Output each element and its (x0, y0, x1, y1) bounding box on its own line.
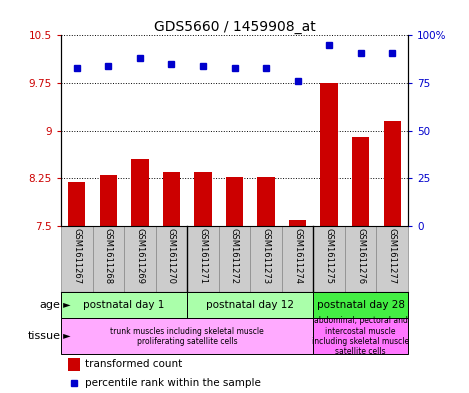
Text: transformed count: transformed count (85, 359, 182, 369)
Bar (219, 226, 250, 292)
Bar (92, 226, 124, 292)
Text: GSM1611273: GSM1611273 (262, 228, 271, 284)
Text: percentile rank within the sample: percentile rank within the sample (85, 378, 261, 388)
Bar (345, 226, 377, 292)
Text: postnatal day 12: postnatal day 12 (206, 300, 294, 310)
Bar (352, 137, 370, 226)
Bar (124, 226, 156, 292)
Bar (156, 226, 187, 292)
Bar (163, 172, 180, 226)
Text: abdominal, pectoral and
intercostal muscle
including skeletal muscle
satellite c: abdominal, pectoral and intercostal musc… (312, 316, 409, 356)
Bar (384, 121, 401, 226)
Text: ►: ► (61, 300, 71, 310)
Bar (377, 226, 408, 292)
Bar (226, 176, 243, 226)
Text: GSM1611276: GSM1611276 (356, 228, 365, 284)
Text: age: age (39, 300, 61, 310)
Bar (257, 177, 275, 226)
Bar (99, 175, 117, 226)
Bar (250, 226, 282, 292)
Text: GSM1611272: GSM1611272 (230, 228, 239, 284)
Bar (68, 358, 80, 371)
Title: GDS5660 / 1459908_at: GDS5660 / 1459908_at (154, 20, 315, 34)
Bar (61, 292, 187, 318)
Text: GSM1611267: GSM1611267 (72, 228, 81, 284)
Bar (289, 220, 306, 226)
Text: tissue: tissue (27, 331, 61, 342)
Text: GSM1611274: GSM1611274 (293, 228, 302, 284)
Text: postnatal day 1: postnatal day 1 (83, 300, 165, 310)
Bar (313, 292, 408, 318)
Text: GSM1611277: GSM1611277 (388, 228, 397, 284)
Bar (187, 226, 219, 292)
Text: trunk muscles including skeletal muscle
proliferating satellite cells: trunk muscles including skeletal muscle … (110, 327, 264, 346)
Text: GSM1611268: GSM1611268 (104, 228, 113, 284)
Bar (68, 182, 85, 226)
Text: GSM1611275: GSM1611275 (325, 228, 333, 284)
Text: GSM1611270: GSM1611270 (167, 228, 176, 284)
Bar (313, 318, 408, 354)
Bar (131, 159, 149, 226)
Bar (61, 226, 92, 292)
Text: GSM1611269: GSM1611269 (136, 228, 144, 284)
Bar (187, 292, 313, 318)
Text: ►: ► (61, 331, 71, 342)
Text: postnatal day 28: postnatal day 28 (317, 300, 405, 310)
Bar (313, 226, 345, 292)
Bar (61, 318, 313, 354)
Bar (282, 226, 313, 292)
Bar (194, 172, 212, 226)
Text: GSM1611271: GSM1611271 (198, 228, 207, 284)
Bar (320, 83, 338, 226)
